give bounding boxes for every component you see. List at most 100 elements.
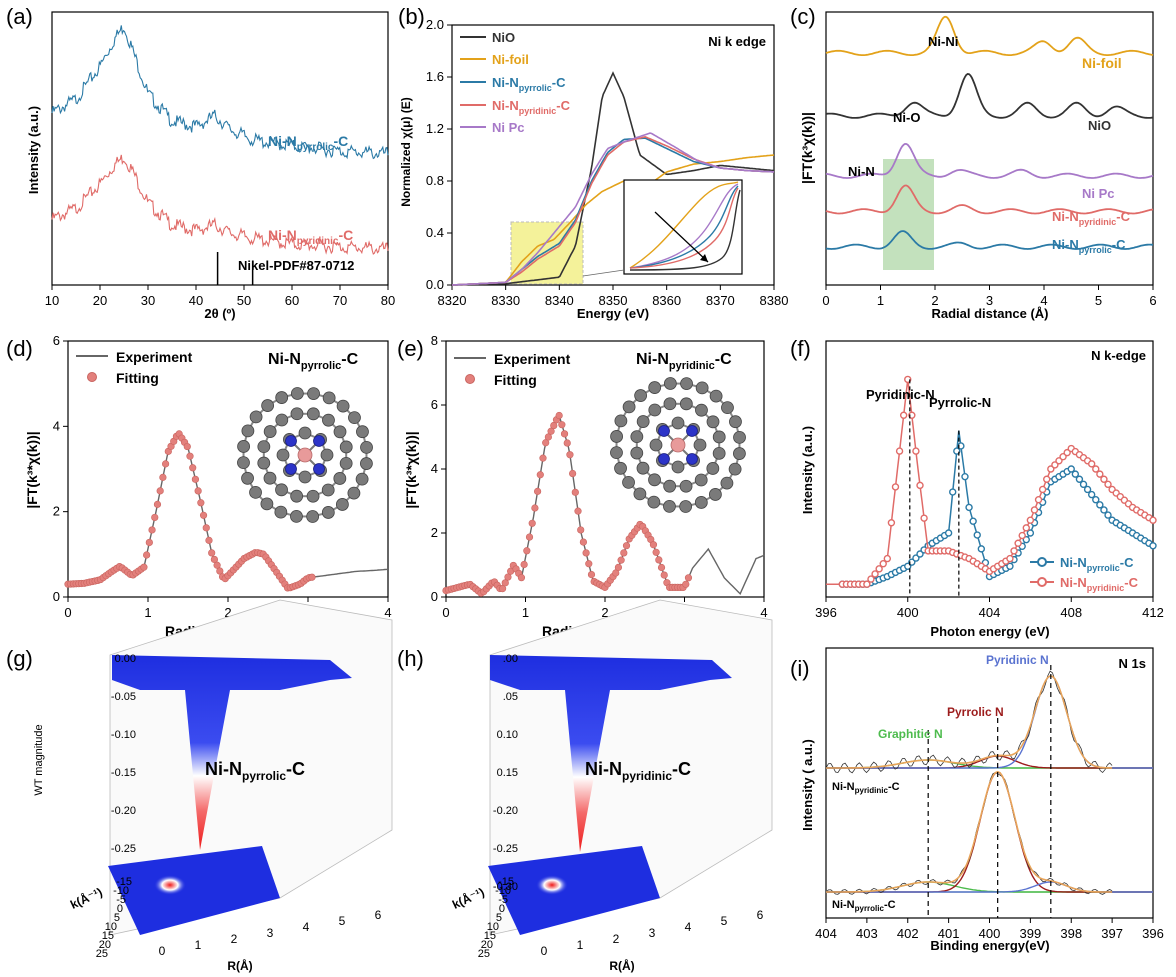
carbon-atom-icon (298, 426, 312, 440)
chart-title-e: Ni-Npyridinic-C (636, 351, 732, 372)
fitting-point (153, 500, 162, 508)
carbon-atom-icon (679, 479, 693, 493)
inset-curve-nio (629, 189, 741, 271)
tick-label-3: 2 (224, 605, 231, 620)
carbon-atom-icon (290, 407, 304, 421)
fitting-point (194, 487, 202, 495)
carbon-atom-icon (263, 425, 277, 438)
nexafs-marker (1083, 485, 1092, 494)
axis-ticks-e: 0123402468 (431, 333, 768, 620)
legend-marker-f-pyridinic (1037, 577, 1047, 587)
xps-raw-i (825, 772, 1113, 895)
tick-label-b: 2.0 (426, 17, 444, 32)
carbon-atom-icon (249, 485, 262, 499)
reference-label-a: Nikel-PDF#87-0712 (238, 258, 354, 273)
nexafs-marker (1096, 470, 1104, 478)
fitting-point (159, 473, 167, 481)
panel-label-i: (i) (790, 656, 810, 681)
nexafs-marker (969, 517, 977, 525)
tick-label-4: 2 (431, 525, 438, 540)
nexafs-marker (1071, 470, 1080, 478)
r-tick-label-6: 3 (267, 926, 274, 940)
carbon-atom-icon (336, 399, 350, 413)
phthalocyanine-structure-e (610, 377, 746, 513)
k-tick-label-7: 0 (499, 903, 505, 915)
carbon-atom-icon (275, 391, 289, 404)
carbon-atom-icon (709, 389, 723, 403)
tick-label-c: 4 (1040, 293, 1047, 308)
tick-label-f: 408 (1060, 605, 1082, 620)
tick-label-a: 40 (189, 293, 203, 308)
r-tick-label-6: 6 (375, 908, 382, 922)
fitting-point (205, 536, 213, 544)
tick-label-3: 6 (53, 333, 60, 348)
carbon-atom-icon (290, 510, 303, 523)
tick-label-b: 8350 (599, 293, 628, 308)
carbon-atom-icon (663, 377, 677, 390)
tick-label-a: 70 (333, 293, 347, 308)
carbon-atom-icon (636, 415, 650, 428)
carbon-atom-icon (257, 440, 271, 454)
carbon-atom-icon (708, 488, 722, 501)
fitting-point (189, 464, 197, 472)
wt-floor-map-h (488, 846, 660, 935)
xps-fit-curves-i (825, 665, 1153, 918)
carbon-atom-icon (237, 440, 250, 453)
panel-label-b: (b) (398, 4, 425, 29)
z-tick-label-6: 0.00 (115, 653, 136, 665)
tick-label-3: 4 (53, 418, 60, 433)
y-axis-label-b: Normalized χ(μ) (E) (399, 97, 413, 207)
xps-envelope-i (826, 675, 1113, 769)
series-label-c-nio: NiO (1088, 118, 1111, 133)
nexafs-marker (920, 514, 928, 522)
carbon-atom-icon (694, 496, 708, 509)
tick-label-i: 403 (856, 926, 878, 941)
k-tick-label-6: 5 (114, 912, 120, 924)
fitting-point (213, 561, 221, 569)
fitting-point (547, 427, 555, 435)
nexafs-marker (1104, 511, 1112, 519)
legend-b: NiO Ni-foil Ni-Npyrrolic-C Ni-Npyridinic… (460, 30, 571, 135)
chart-title-i: N 1s (1119, 656, 1146, 671)
fitting-point (622, 542, 631, 550)
fitting-point (550, 421, 558, 430)
carbon-atom-icon (275, 413, 289, 427)
carbon-atom-icon (335, 498, 349, 511)
fitting-point (657, 563, 666, 572)
fitting-point (684, 574, 693, 582)
legend-fitting-e: Fitting (494, 372, 537, 388)
carbon-atom-icon (274, 505, 288, 519)
fitting-point (531, 504, 539, 512)
k-tick-label-6: -15 (116, 876, 132, 888)
series-lines-f (826, 375, 1157, 597)
panel-label-a: (a) (6, 4, 33, 29)
xanes-line-b-4 (451, 132, 775, 286)
fitting-point (191, 475, 200, 483)
tick-label-c: 1 (877, 293, 884, 308)
carbon-atom-icon (290, 489, 304, 503)
tick-label-4: 2 (601, 605, 608, 620)
reference-sticks-a (216, 252, 254, 285)
carbon-atom-icon (680, 377, 693, 390)
fitting-point (614, 563, 623, 571)
carbon-atom-icon (679, 397, 693, 411)
x-axis-label-a: 2θ (º) (204, 306, 235, 321)
wt-hotspot-h (536, 875, 568, 895)
carbon-atom-icon (649, 438, 663, 452)
legend-f-pyrrolic: Ni-Npyrrolic-C (1060, 555, 1134, 573)
tick-label-i: 399 (1020, 926, 1042, 941)
carbon-atom-icon (648, 473, 661, 487)
x-axis-label-h: R(Å) (609, 958, 634, 973)
xps-envelope-i (826, 770, 1113, 893)
fitting-point (660, 571, 668, 579)
fitting-point (162, 460, 170, 468)
nexafs-marker (1010, 547, 1018, 555)
plot-frame-a (51, 11, 389, 286)
y-axis-label-c: |FT(k³χ(k))| (799, 112, 815, 184)
fitting-point (571, 488, 579, 496)
nexafs-marker (916, 481, 924, 490)
carbon-atom-icon (257, 456, 271, 470)
tick-label-a: 80 (381, 293, 395, 308)
tick-label-i: 398 (1060, 926, 1082, 941)
nitrogen-atom-icon (313, 463, 325, 475)
